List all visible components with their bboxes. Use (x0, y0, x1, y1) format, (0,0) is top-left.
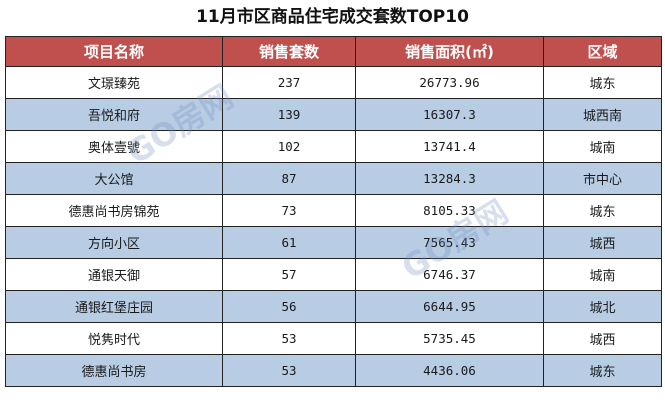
cell-units-sold: 102 (222, 130, 356, 163)
cell-units-sold: 87 (222, 162, 356, 195)
cell-units-sold: 139 (222, 98, 356, 131)
cell-region: 城北 (543, 290, 662, 323)
cell-area-sold: 4436.06 (355, 354, 544, 387)
table-row: 文璟臻苑 237 26773.96 城东 (5, 66, 662, 99)
cell-project-name: 德惠尚书房锦苑 (5, 194, 223, 227)
table-row: 德惠尚书房 53 4436.06 城东 (5, 354, 662, 387)
cell-region: 城东 (543, 354, 662, 387)
cell-units-sold: 237 (222, 66, 356, 99)
cell-area-sold: 13741.4 (355, 130, 544, 163)
cell-region: 市中心 (543, 162, 662, 195)
header-region: 区域 (543, 36, 662, 67)
cell-project-name: 通银红堡庄园 (5, 290, 223, 323)
cell-area-sold: 6746.37 (355, 258, 544, 291)
table-row: 通银天御 57 6746.37 城南 (5, 258, 662, 291)
cell-area-sold: 6644.95 (355, 290, 544, 323)
table-row: 方向小区 61 7565.43 城西 (5, 226, 662, 259)
cell-area-sold: 8105.33 (355, 194, 544, 227)
cell-project-name: 悦隽时代 (5, 322, 223, 355)
cell-units-sold: 61 (222, 226, 356, 259)
page-title: 11月市区商品住宅成交套数TOP10 (196, 7, 469, 27)
cell-units-sold: 57 (222, 258, 356, 291)
cell-project-name: 方向小区 (5, 226, 223, 259)
cell-project-name: 德惠尚书房 (5, 354, 223, 387)
cell-area-sold: 26773.96 (355, 66, 544, 99)
cell-region: 城南 (543, 130, 662, 163)
cell-units-sold: 53 (222, 354, 356, 387)
table-row: 奥体壹號 102 13741.4 城南 (5, 130, 662, 163)
cell-area-sold: 13284.3 (355, 162, 544, 195)
table-row: 大公馆 87 13284.3 市中心 (5, 162, 662, 195)
table-row: 吾悦和府 139 16307.3 城西南 (5, 98, 662, 131)
table-row: 悦隽时代 53 5735.45 城西 (5, 322, 662, 355)
cell-project-name: 大公馆 (5, 162, 223, 195)
cell-project-name: 通银天御 (5, 258, 223, 291)
cell-units-sold: 73 (222, 194, 356, 227)
cell-area-sold: 7565.43 (355, 226, 544, 259)
cell-units-sold: 56 (222, 290, 356, 323)
header-project-name: 项目名称 (5, 36, 223, 67)
cell-region: 城西 (543, 322, 662, 355)
cell-area-sold: 5735.45 (355, 322, 544, 355)
cell-region: 城西 (543, 226, 662, 259)
cell-region: 城东 (543, 66, 662, 99)
cell-region: 城南 (543, 258, 662, 291)
table-header-row: 项目名称 销售套数 销售面积(㎡) 区域 (5, 36, 662, 67)
table-row: 德惠尚书房锦苑 73 8105.33 城东 (5, 194, 662, 227)
cell-project-name: 文璟臻苑 (5, 66, 223, 99)
cell-project-name: 奥体壹號 (5, 130, 223, 163)
header-units-sold: 销售套数 (222, 36, 356, 67)
cell-area-sold: 16307.3 (355, 98, 544, 131)
cell-units-sold: 53 (222, 322, 356, 355)
cell-region: 城西南 (543, 98, 662, 131)
sales-table: 项目名称 销售套数 销售面积(㎡) 区域 文璟臻苑 237 26773.96 城… (5, 36, 662, 387)
header-area-sold: 销售面积(㎡) (355, 36, 544, 67)
cell-region: 城东 (543, 194, 662, 227)
cell-project-name: 吾悦和府 (5, 98, 223, 131)
table-row: 通银红堡庄园 56 6644.95 城北 (5, 290, 662, 323)
